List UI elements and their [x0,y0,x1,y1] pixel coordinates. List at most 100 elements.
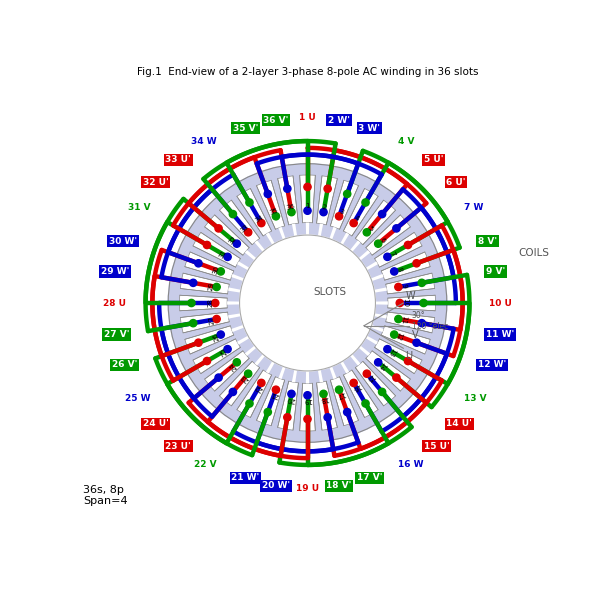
Text: 12 W': 12 W' [478,361,506,370]
Wedge shape [237,262,250,270]
Wedge shape [329,367,337,379]
Circle shape [258,379,265,386]
Circle shape [304,392,311,399]
Wedge shape [179,295,227,311]
Circle shape [213,316,220,323]
Wedge shape [193,339,241,374]
Text: 14 U': 14 U' [446,419,472,428]
Text: 18: 18 [319,395,329,403]
Circle shape [320,390,327,398]
Text: 23 U': 23 U' [165,442,191,451]
Text: 27 V': 27 V' [104,330,129,339]
Circle shape [215,225,222,232]
Wedge shape [278,227,286,239]
Wedge shape [331,377,359,425]
Text: 25 W: 25 W [125,394,151,403]
Wedge shape [266,361,275,373]
Text: 26: 26 [212,331,220,341]
Wedge shape [381,326,430,354]
Text: 4 V: 4 V [398,137,415,146]
Wedge shape [371,325,383,332]
Circle shape [404,241,412,248]
Text: 21: 21 [269,390,280,399]
Wedge shape [359,346,370,356]
Wedge shape [256,377,284,425]
Circle shape [324,185,331,193]
Text: 19 U: 19 U [296,484,319,493]
Circle shape [190,279,197,286]
Circle shape [304,184,311,191]
Circle shape [393,225,400,232]
Text: 27: 27 [208,315,215,325]
Wedge shape [237,336,250,344]
Text: 29: 29 [208,281,215,291]
Text: 17: 17 [335,390,346,399]
Wedge shape [256,181,284,229]
Text: 16: 16 [351,382,362,392]
Text: 34 W: 34 W [191,137,217,146]
Wedge shape [365,262,378,270]
Wedge shape [278,367,286,379]
Wedge shape [306,223,309,235]
Wedge shape [232,274,244,281]
Text: 35 V': 35 V' [233,124,258,133]
Wedge shape [340,361,349,373]
Text: 36 V': 36 V' [263,116,289,125]
Text: W: W [406,291,415,301]
Text: 25: 25 [218,346,228,357]
Circle shape [195,339,202,346]
Text: 4: 4 [353,215,359,223]
Circle shape [363,370,370,377]
Circle shape [413,339,420,346]
Wedge shape [220,361,260,406]
Text: 15 U': 15 U' [424,442,450,451]
Wedge shape [237,188,272,236]
Circle shape [418,320,425,327]
Wedge shape [376,301,388,305]
Text: 13: 13 [387,346,397,357]
Circle shape [212,299,219,307]
Text: 11: 11 [400,315,407,325]
Text: 23: 23 [239,373,250,383]
Text: 30 W': 30 W' [109,236,137,245]
Text: 12: 12 [395,331,403,341]
Text: COILS: COILS [518,248,549,258]
Wedge shape [292,370,297,382]
Wedge shape [381,252,430,280]
Wedge shape [245,250,256,260]
Wedge shape [386,273,434,294]
Circle shape [188,299,195,307]
Circle shape [304,415,311,422]
Circle shape [284,185,291,193]
Circle shape [229,211,236,218]
Circle shape [404,358,412,365]
Circle shape [350,379,357,386]
Wedge shape [371,274,383,281]
Circle shape [379,211,386,218]
Wedge shape [388,295,436,311]
Text: 20: 20 [286,395,295,403]
Text: 13 V: 13 V [464,394,487,403]
Text: 29 W': 29 W' [101,267,129,276]
Wedge shape [181,273,229,294]
Text: 24 U': 24 U' [143,419,169,428]
Text: 18 V': 18 V' [326,481,352,490]
Text: 5 U': 5 U' [424,155,443,164]
Text: 8: 8 [395,266,403,273]
Wedge shape [350,354,361,365]
Text: 36s, 8p
Span=4: 36s, 8p Span=4 [83,485,128,506]
Text: 24: 24 [228,361,238,371]
Wedge shape [331,181,359,229]
Text: 3: 3 [338,208,344,215]
Text: 11 W': 11 W' [486,330,514,339]
Wedge shape [278,381,298,430]
Wedge shape [329,227,337,239]
Circle shape [272,386,280,394]
Circle shape [418,279,425,286]
Circle shape [203,241,211,248]
Wedge shape [299,175,316,223]
Wedge shape [254,241,265,252]
Text: 35: 35 [269,207,280,216]
Wedge shape [181,312,229,333]
Text: 26 V': 26 V' [112,361,137,370]
